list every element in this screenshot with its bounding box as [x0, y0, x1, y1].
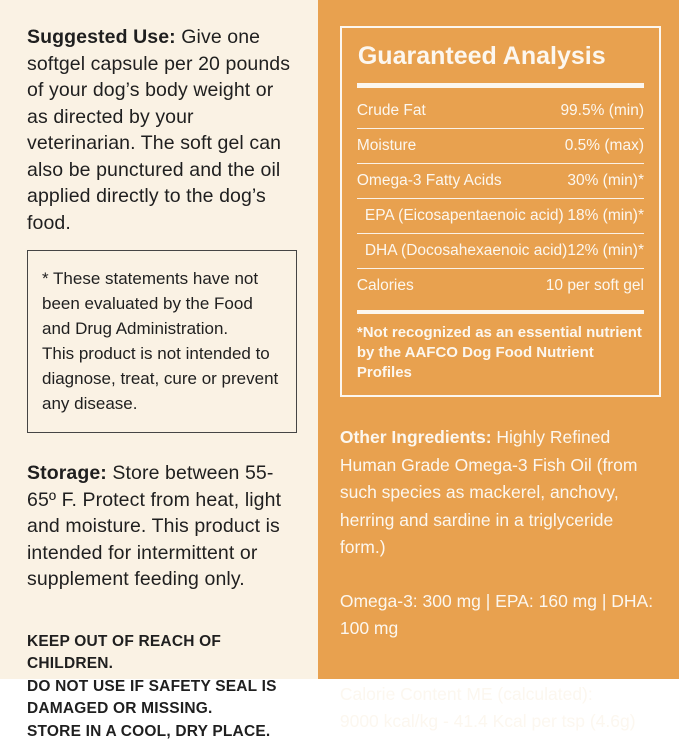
suggested-use-paragraph: Suggested Use: Give one softgel capsule …: [27, 24, 297, 236]
storage-label: Storage:: [27, 462, 107, 484]
guaranteed-analysis-box: Guaranteed Analysis Crude Fat 99.5% (min…: [340, 26, 661, 397]
warning-line: STORE IN A COOL, DRY PLACE.: [27, 721, 297, 743]
footnote-divider: [357, 310, 644, 315]
row-value: 0.5% (max): [565, 137, 644, 155]
table-row: Crude Fat 99.5% (min): [357, 94, 644, 128]
other-ingredients-label: Other Ingredients:: [340, 427, 492, 447]
calorie-content-block: Calorie Content ME (calculated): 9000 kc…: [340, 681, 661, 736]
guaranteed-analysis-table: Crude Fat 99.5% (min) Moisture 0.5% (max…: [357, 94, 644, 303]
supplement-label: Suggested Use: Give one softgel capsule …: [0, 0, 679, 679]
warning-line: DAMAGED OR MISSING.: [27, 698, 297, 721]
calorie-content-line2: 9000 kcal/kg - 41.4 Kcal per tsp (4.6g): [340, 711, 636, 731]
aafco-footnote: *Not recognized as an essential nutrient…: [357, 323, 644, 383]
warning-line: KEEP OUT OF REACH OF CHILDREN.: [27, 631, 297, 676]
suggested-use-text: Give one softgel capsule per 20 pounds o…: [27, 26, 290, 234]
row-label: Omega-3 Fatty Acids: [357, 172, 502, 190]
row-label: EPA (Eicosapentaenoic acid): [357, 207, 564, 225]
row-label: Moisture: [357, 137, 416, 155]
calorie-content-line1: Calorie Content ME (calculated):: [340, 684, 593, 704]
row-value: 99.5% (min): [560, 102, 644, 120]
table-row: Moisture 0.5% (max): [357, 128, 644, 163]
row-label: DHA (Docosahexaenoic acid): [357, 242, 567, 260]
fda-disclaimer-line2: This product is not intended to diagnose…: [42, 341, 284, 416]
row-label: Calories: [357, 277, 414, 295]
title-divider: [357, 83, 644, 88]
warnings-block: KEEP OUT OF REACH OF CHILDREN. DO NOT US…: [27, 631, 297, 743]
row-value: 12% (min)*: [567, 242, 644, 260]
omega-content-line: Omega-3: 300 mg | EPA: 160 mg | DHA: 100…: [340, 588, 661, 643]
fda-disclaimer-line1: * These statements have not been evaluat…: [42, 266, 284, 341]
table-row: DHA (Docosahexaenoic acid) 12% (min)*: [357, 233, 644, 268]
table-row: Omega-3 Fatty Acids 30% (min)*: [357, 163, 644, 198]
table-row: EPA (Eicosapentaenoic acid) 18% (min)*: [357, 198, 644, 233]
fda-disclaimer-box: * These statements have not been evaluat…: [27, 250, 297, 433]
row-value: 18% (min)*: [567, 207, 644, 225]
left-panel: Suggested Use: Give one softgel capsule …: [0, 0, 318, 679]
other-ingredients-paragraph: Other Ingredients: Highly Refined Human …: [340, 424, 661, 562]
row-value: 30% (min)*: [567, 172, 644, 190]
storage-paragraph: Storage: Store between 55-65º F. Protect…: [27, 460, 297, 593]
right-panel: Guaranteed Analysis Crude Fat 99.5% (min…: [318, 0, 679, 679]
table-row: Calories 10 per soft gel: [357, 268, 644, 303]
suggested-use-label: Suggested Use:: [27, 26, 176, 48]
guaranteed-analysis-title: Guaranteed Analysis: [356, 40, 645, 71]
row-value: 10 per soft gel: [546, 277, 644, 295]
row-label: Crude Fat: [357, 102, 426, 120]
